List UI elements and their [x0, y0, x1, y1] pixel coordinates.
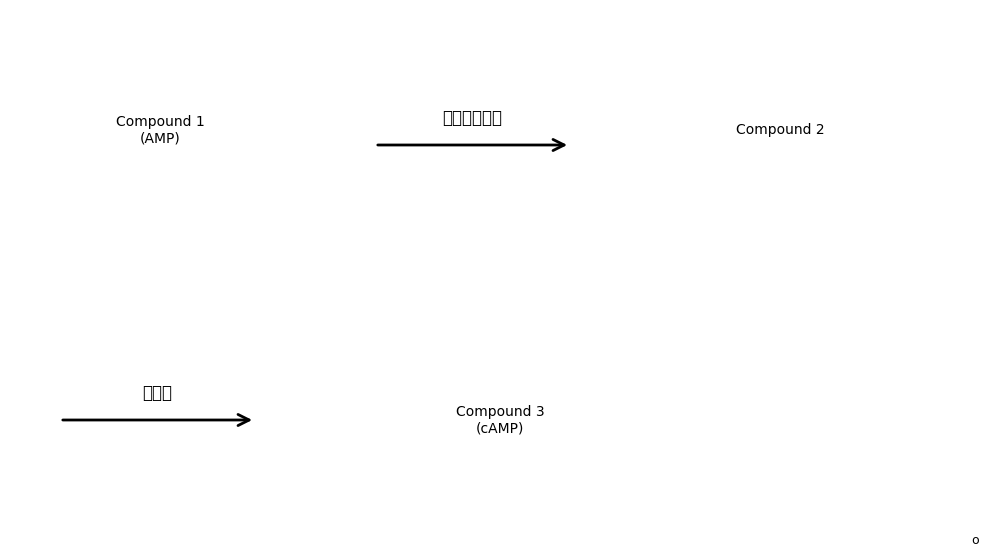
Text: Compound 1
(AMP): Compound 1 (AMP): [116, 115, 204, 145]
Text: Compound 3
(cAMP): Compound 3 (cAMP): [456, 405, 544, 435]
Text: 碱，水: 碱，水: [143, 384, 173, 402]
Text: Compound 2: Compound 2: [736, 123, 824, 137]
Text: 酸酯，有机碱: 酸酯，有机碱: [442, 109, 503, 127]
Text: o: o: [971, 534, 979, 546]
